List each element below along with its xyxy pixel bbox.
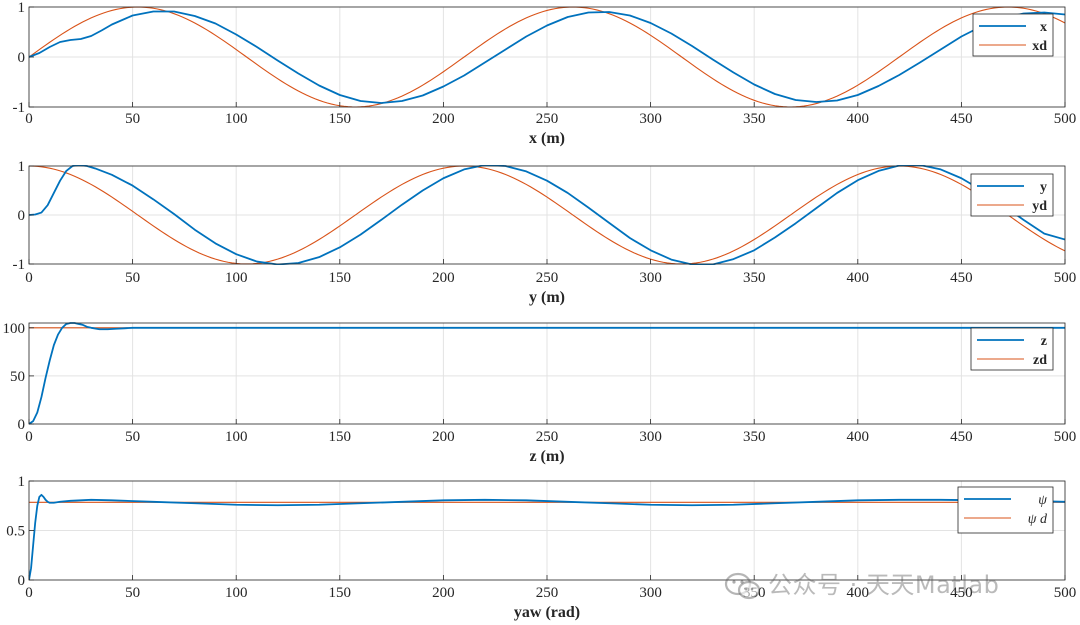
x-tick-label: 350 <box>743 270 766 286</box>
x-tick-label: 350 <box>743 429 766 445</box>
y-tick-label: 1 <box>18 474 26 490</box>
legend-label: y <box>1040 180 1047 195</box>
x-tick-label: 150 <box>329 111 352 127</box>
x-tick-label: 0 <box>25 270 33 286</box>
x-axis-label: y (m) <box>529 289 565 306</box>
x-tick-label: 150 <box>329 585 352 601</box>
x-tick-label: 0 <box>25 585 33 601</box>
y-tick-label: 0 <box>18 50 26 66</box>
y-tick-label: 1 <box>18 0 26 16</box>
x-tick-label: 500 <box>1054 111 1077 127</box>
x-tick-label: 200 <box>432 429 455 445</box>
legend-box <box>972 13 1054 57</box>
y-tick-label: -1 <box>13 257 26 273</box>
series-line-measured <box>29 10 1065 104</box>
x-tick-label: 400 <box>847 585 870 601</box>
x-tick-label: 400 <box>847 429 870 445</box>
x-tick-label: 500 <box>1054 429 1077 445</box>
y-tick-label: 50 <box>10 369 25 385</box>
y-tick-label: 0.5 <box>6 524 25 540</box>
legend-box <box>957 486 1054 534</box>
x-tick-label: 450 <box>950 270 973 286</box>
legend-label: yd <box>1032 199 1047 214</box>
x-axis-label: z (m) <box>529 448 564 465</box>
x-tick-label: 200 <box>432 585 455 601</box>
x-tick-label: 0 <box>25 429 33 445</box>
x-tick-label: 150 <box>329 270 352 286</box>
legend-box <box>970 173 1054 217</box>
y-tick-label: 0 <box>18 208 26 224</box>
watermark-text: 公众号 · 天天Matlab <box>768 571 1000 599</box>
wechat-icon <box>724 571 762 601</box>
series-line-reference <box>29 6 1065 108</box>
x-tick-label: 50 <box>125 585 140 601</box>
x-tick-label: 0 <box>25 111 33 127</box>
x-tick-label: 100 <box>225 270 248 286</box>
x-tick-label: 250 <box>536 585 559 601</box>
x-tick-label: 450 <box>950 429 973 445</box>
y-tick-label: 100 <box>3 321 26 337</box>
x-axis-label: yaw (rad) <box>514 604 580 621</box>
legend-label: z <box>1041 334 1047 349</box>
x-tick-label: 400 <box>847 270 870 286</box>
x-tick-label: 300 <box>639 111 662 127</box>
y-tick-label: 1 <box>18 159 26 175</box>
x-axis-label: x (m) <box>529 130 565 147</box>
x-tick-label: 350 <box>743 111 766 127</box>
y-tick-label: 0 <box>18 417 26 433</box>
legend-label: ψ <box>1038 493 1047 508</box>
x-tick-label: 450 <box>950 585 973 601</box>
x-tick-label: 50 <box>125 270 140 286</box>
x-tick-label: 300 <box>639 270 662 286</box>
x-tick-label: 300 <box>639 585 662 601</box>
legend-label: ψ d <box>1028 512 1048 527</box>
y-tick-label: 0 <box>18 573 26 589</box>
series-line-measured <box>29 493 1065 581</box>
x-tick-label: 50 <box>125 111 140 127</box>
legend-label: xd <box>1032 39 1047 54</box>
x-tick-label: 50 <box>125 429 140 445</box>
watermark: 公众号 · 天天Matlab <box>724 565 999 601</box>
x-tick-label: 100 <box>225 585 248 601</box>
legend-label: zd <box>1033 353 1047 368</box>
x-tick-label: 300 <box>639 429 662 445</box>
series-line-measured <box>29 165 1065 265</box>
x-tick-label: 100 <box>225 111 248 127</box>
x-tick-label: 100 <box>225 429 248 445</box>
x-tick-label: 400 <box>847 111 870 127</box>
x-tick-label: 500 <box>1054 270 1077 286</box>
x-tick-label: 450 <box>950 111 973 127</box>
legend-box <box>970 327 1054 371</box>
legend-label: x <box>1040 20 1047 35</box>
x-tick-label: 250 <box>536 111 559 127</box>
x-tick-label: 250 <box>536 429 559 445</box>
series-line-measured <box>29 322 1065 425</box>
x-tick-label: 500 <box>1054 585 1077 601</box>
x-tick-label: 200 <box>432 111 455 127</box>
x-tick-label: 250 <box>536 270 559 286</box>
y-tick-label: -1 <box>13 100 26 116</box>
x-tick-label: 150 <box>329 429 352 445</box>
x-tick-label: 200 <box>432 270 455 286</box>
